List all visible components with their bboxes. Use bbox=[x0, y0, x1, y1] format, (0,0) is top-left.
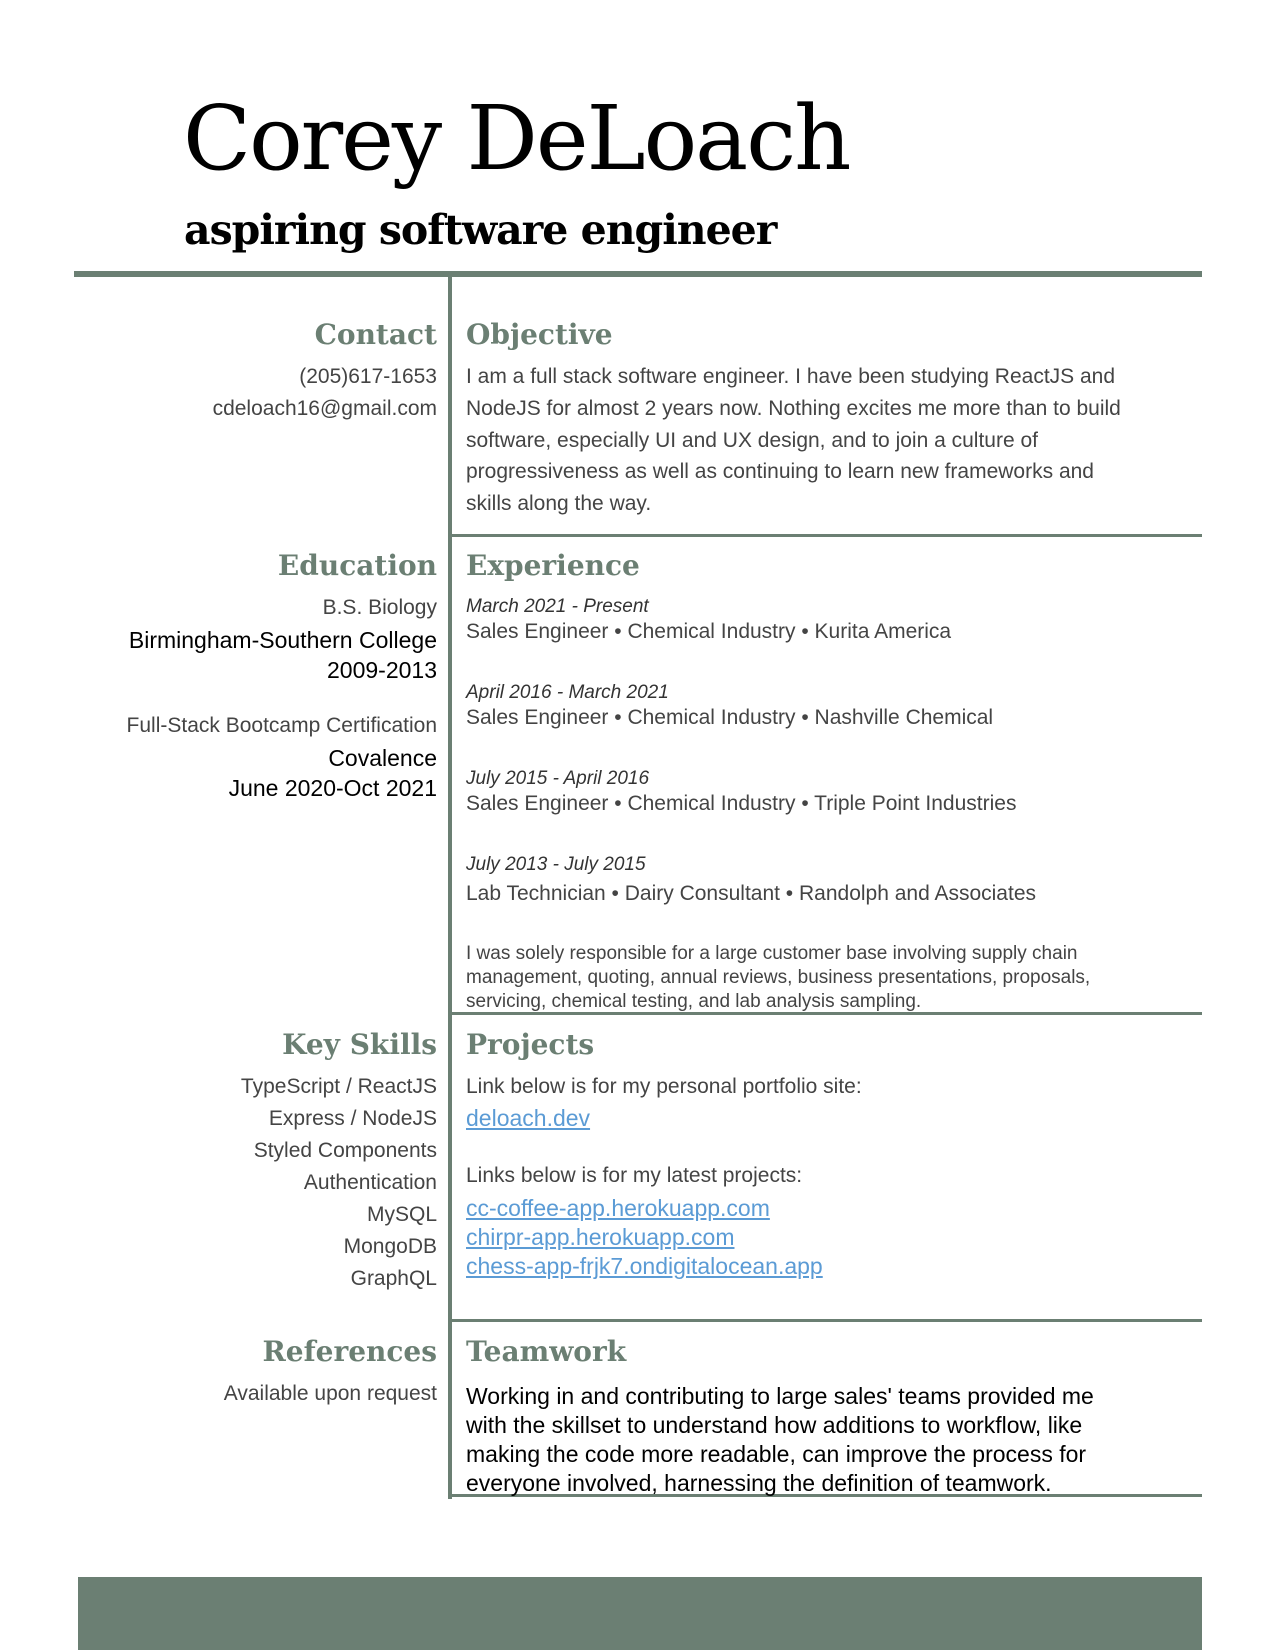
job-dates: March 2021 - Present bbox=[466, 596, 649, 617]
job-dates: July 2015 - April 2016 bbox=[466, 768, 650, 789]
contact-phone: (205)617-1653 bbox=[299, 365, 437, 388]
job-title: Sales Engineer • Chemical Industry • Nas… bbox=[466, 706, 994, 729]
skill-item: Authentication bbox=[303, 1171, 437, 1194]
teamwork-line: everyone involved, harnessing the defini… bbox=[466, 1470, 1052, 1496]
education-dates: June 2020-Oct 2021 bbox=[228, 775, 437, 801]
references-heading: References bbox=[262, 1335, 438, 1368]
header-divider bbox=[74, 271, 1202, 277]
project-link[interactable]: cc-coffee-app.herokuapp.com bbox=[466, 1195, 770, 1221]
experience-summary-line: management, quoting, annual reviews, bus… bbox=[466, 967, 1091, 988]
section-divider-teamwork bbox=[452, 1319, 1202, 1322]
section-divider-projects bbox=[452, 1012, 1202, 1015]
job-title: Lab Technician • Dairy Consultant • Rand… bbox=[466, 882, 1036, 905]
education-heading: Education bbox=[277, 549, 437, 582]
job-title: Sales Engineer • Chemical Industry • Tri… bbox=[466, 792, 1017, 815]
experience-summary-line: servicing, chemical testing, and lab ana… bbox=[466, 991, 922, 1012]
objective-line: skills along the way. bbox=[466, 492, 652, 515]
skill-item: Styled Components bbox=[253, 1139, 437, 1162]
skill-item: TypeScript / ReactJS bbox=[240, 1075, 437, 1098]
skill-item: GraphQL bbox=[350, 1267, 437, 1290]
column-divider bbox=[448, 276, 452, 1499]
objective-line: I am a full stack software engineer. I h… bbox=[466, 365, 1116, 388]
objective-line: NodeJS for almost 2 years now. Nothing e… bbox=[466, 397, 1121, 420]
teamwork-line: making the code more readable, can impro… bbox=[466, 1441, 1087, 1467]
resume-name: Corey DeLoach bbox=[183, 86, 851, 190]
job-title: Sales Engineer • Chemical Industry • Kur… bbox=[466, 620, 952, 643]
education-degree: Full-Stack Bootcamp Certification bbox=[126, 714, 437, 737]
teamwork-line: with the skillset to understand how addi… bbox=[466, 1412, 1083, 1438]
portfolio-intro: Link below is for my personal portfolio … bbox=[466, 1075, 862, 1098]
objective-line: software, especially UI and UX design, a… bbox=[466, 429, 1038, 452]
references-text: Available upon request bbox=[223, 1382, 437, 1405]
skill-item: Express / NodeJS bbox=[268, 1107, 437, 1130]
job-dates: July 2013 - July 2015 bbox=[466, 854, 646, 875]
projects-heading: Projects bbox=[466, 1028, 595, 1061]
job-dates: April 2016 - March 2021 bbox=[466, 682, 669, 703]
experience-heading: Experience bbox=[466, 549, 640, 582]
education-school: Birmingham-Southern College bbox=[128, 627, 437, 653]
section-divider-experience bbox=[452, 534, 1202, 537]
education-school: Covalence bbox=[328, 745, 437, 771]
projects-intro: Links below is for my latest projects: bbox=[466, 1164, 803, 1187]
project-link[interactable]: chess-app-frjk7.ondigitalocean.app bbox=[466, 1253, 823, 1279]
education-dates: 2009-2013 bbox=[327, 657, 437, 683]
portfolio-link[interactable]: deloach.dev bbox=[466, 1105, 591, 1131]
objective-heading: Objective bbox=[466, 318, 613, 351]
teamwork-heading: Teamwork bbox=[466, 1335, 627, 1368]
resume-subtitle: aspiring software engineer bbox=[184, 206, 777, 254]
section-divider-bottom bbox=[452, 1494, 1202, 1497]
skills-heading: Key Skills bbox=[282, 1028, 437, 1061]
education-degree: B.S. Biology bbox=[322, 596, 437, 619]
teamwork-line: Working in and contributing to large sal… bbox=[466, 1383, 1094, 1409]
project-link[interactable]: chirpr-app.herokuapp.com bbox=[466, 1224, 735, 1250]
skill-item: MySQL bbox=[366, 1203, 437, 1226]
skill-item: MongoDB bbox=[343, 1235, 437, 1258]
footer-band bbox=[78, 1577, 1202, 1650]
experience-summary-line: I was solely responsible for a large cus… bbox=[466, 943, 1078, 964]
contact-heading: Contact bbox=[314, 318, 437, 351]
objective-line: progressiveness as well as continuing to… bbox=[466, 460, 1094, 483]
contact-email: cdeloach16@gmail.com bbox=[212, 397, 437, 420]
